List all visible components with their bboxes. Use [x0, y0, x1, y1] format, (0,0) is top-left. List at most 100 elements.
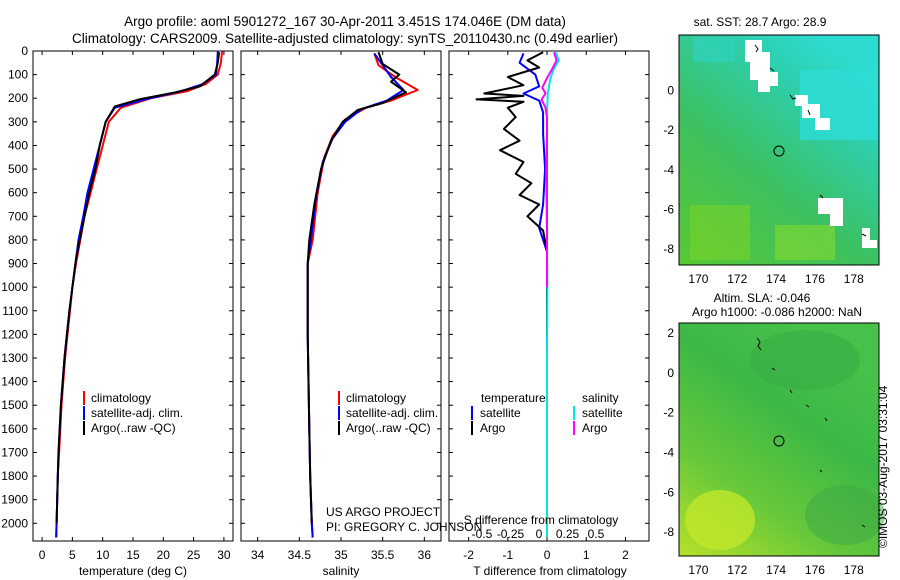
legend-label-sal-argo: Argo [582, 421, 608, 435]
sla-map-title: Altim. SLA: -0.046 [714, 291, 811, 305]
map-y-tick-label: 0 [667, 84, 674, 98]
sla-map [678, 322, 885, 557]
series-line-2-2 [545, 51, 560, 538]
map-y-tick-label: -2 [663, 123, 674, 137]
depth-tick-label: 1700 [1, 445, 28, 459]
depth-tick-label: 700 [8, 209, 28, 223]
x-tick-label: -2 [463, 548, 474, 562]
sla-map-subtitle: Argo h1000: -0.086 h2000: NaN [692, 305, 862, 319]
sst-land-mask [862, 228, 877, 248]
depth-tick-label: 100 [8, 68, 28, 82]
depth-tick-label: 800 [8, 233, 28, 247]
legend-label-temp-argo: Argo [480, 421, 506, 435]
map-x-tick-label: 176 [805, 563, 825, 577]
depth-tick-label: 1500 [1, 398, 28, 412]
series-line-0-1 [55, 50, 219, 538]
s-tick-label: 0.5 [588, 527, 605, 541]
map-y-tick-label: -6 [663, 485, 674, 499]
series-line-0-0 [55, 50, 224, 538]
map-x-tick-label: 170 [688, 272, 708, 286]
x-tick-label: 5 [69, 548, 76, 562]
sst-map-title: sat. SST: 28.7 Argo: 28.9 [694, 15, 827, 29]
map-x-tick-label: 174 [766, 272, 786, 286]
imos-timestamp: ©IMOS 03-Aug-2017 03:31:04 [876, 385, 890, 548]
s-tick-label: 0.25 [556, 527, 580, 541]
s-tick-label: -0.5 [472, 527, 493, 541]
sla-low-patch [805, 485, 885, 545]
depth-tick-label: 1300 [1, 351, 28, 365]
map-y-tick-label: -4 [663, 445, 674, 459]
sst-map-frame [678, 34, 880, 266]
project-annotation: US ARGO PROJECT [326, 505, 441, 519]
depth-tick-label: 2000 [1, 516, 28, 530]
map-y-tick-label: -8 [663, 525, 674, 539]
sst-patch [690, 205, 750, 260]
x-tick-label: 2 [622, 548, 629, 562]
map-x-tick-label: 176 [805, 272, 825, 286]
sst-argo-marker [773, 145, 785, 157]
series-line-1-0 [306, 53, 419, 538]
sst-patch [775, 225, 835, 260]
x-tick-label: 25 [187, 548, 201, 562]
legend-label-climatology: climatology [346, 391, 406, 405]
series-line-0-2 [55, 52, 221, 524]
tick-layer: 0100200300400500600700800900100011001200… [1, 44, 864, 577]
depth-tick-label: 500 [8, 162, 28, 176]
legend-label-climatology: climatology [91, 391, 151, 405]
depth-tick-label: 300 [8, 115, 28, 129]
map-y-tick-label: -4 [663, 163, 674, 177]
map-x-tick-label: 172 [727, 272, 747, 286]
map-y-tick-label: 2 [667, 326, 674, 340]
title-line-2: Climatology: CARS2009. Satellite-adjuste… [72, 31, 618, 46]
map-y-tick-label: 0 [667, 366, 674, 380]
sst-map [678, 34, 880, 266]
x-tick-label: 35.5 [371, 548, 395, 562]
series-line-2-3 [540, 51, 558, 288]
x-tick-label: 35 [334, 548, 348, 562]
map-x-tick-label: 170 [688, 563, 708, 577]
map-y-tick-label: -6 [663, 202, 674, 216]
depth-tick-label: 1900 [1, 493, 28, 507]
x-tick-label: 20 [157, 548, 171, 562]
salinity-xlabel: salinity [323, 564, 360, 578]
depth-tick-label: 600 [8, 186, 28, 200]
temperature-axes [32, 50, 234, 542]
map-x-tick-label: 178 [844, 272, 864, 286]
sst-patch [693, 38, 735, 62]
depth-tick-label: 1100 [2, 304, 28, 318]
series-line-1-2 [306, 51, 407, 524]
sst-land-mask [795, 95, 830, 130]
sla-low-patch [750, 330, 860, 390]
legend-label-satellite: satellite-adj. clim. [346, 406, 438, 420]
line-layer [55, 50, 560, 538]
legend-label-sal-satellite: satellite [582, 406, 623, 420]
depth-tick-label: 1200 [1, 327, 28, 341]
map-x-tick-label: 174 [766, 563, 786, 577]
map-x-tick-label: 178 [844, 563, 864, 577]
map-x-tick-label: 172 [727, 563, 747, 577]
sla-high-patch [685, 490, 755, 550]
pi-annotation: PI: GREGORY C. JOHNSON [326, 520, 482, 534]
depth-tick-label: 200 [8, 91, 28, 105]
legend-label-argo: Argo(..raw -QC) [91, 421, 176, 435]
salinity-legend: climatology satellite-adj. clim. Argo(..… [338, 391, 438, 435]
sst-land-mask [818, 198, 843, 226]
difference-legend: temperature salinity satellite Argo sate… [471, 391, 623, 435]
series-line-1-1 [306, 52, 405, 538]
x-tick-label: 1 [583, 548, 590, 562]
depth-tick-label: 1400 [1, 375, 28, 389]
sst-land-mask [745, 40, 778, 92]
depth-tick-label: 0 [21, 44, 28, 58]
sst-coastline [754, 44, 867, 237]
x-tick-label: 0 [544, 548, 551, 562]
x-tick-label: 0 [39, 548, 46, 562]
legend-label-satellite: satellite-adj. clim. [91, 406, 183, 420]
title-line-1: Argo profile: aoml 5901272_167 30-Apr-20… [124, 14, 566, 29]
x-tick-label: 10 [96, 548, 110, 562]
legend-header-salinity: salinity [582, 391, 619, 405]
depth-tick-label: 1000 [1, 280, 28, 294]
x-tick-label: 15 [126, 548, 140, 562]
legend-label-argo: Argo(..raw -QC) [346, 421, 431, 435]
temperature-xlabel: temperature (deg C) [79, 564, 187, 578]
